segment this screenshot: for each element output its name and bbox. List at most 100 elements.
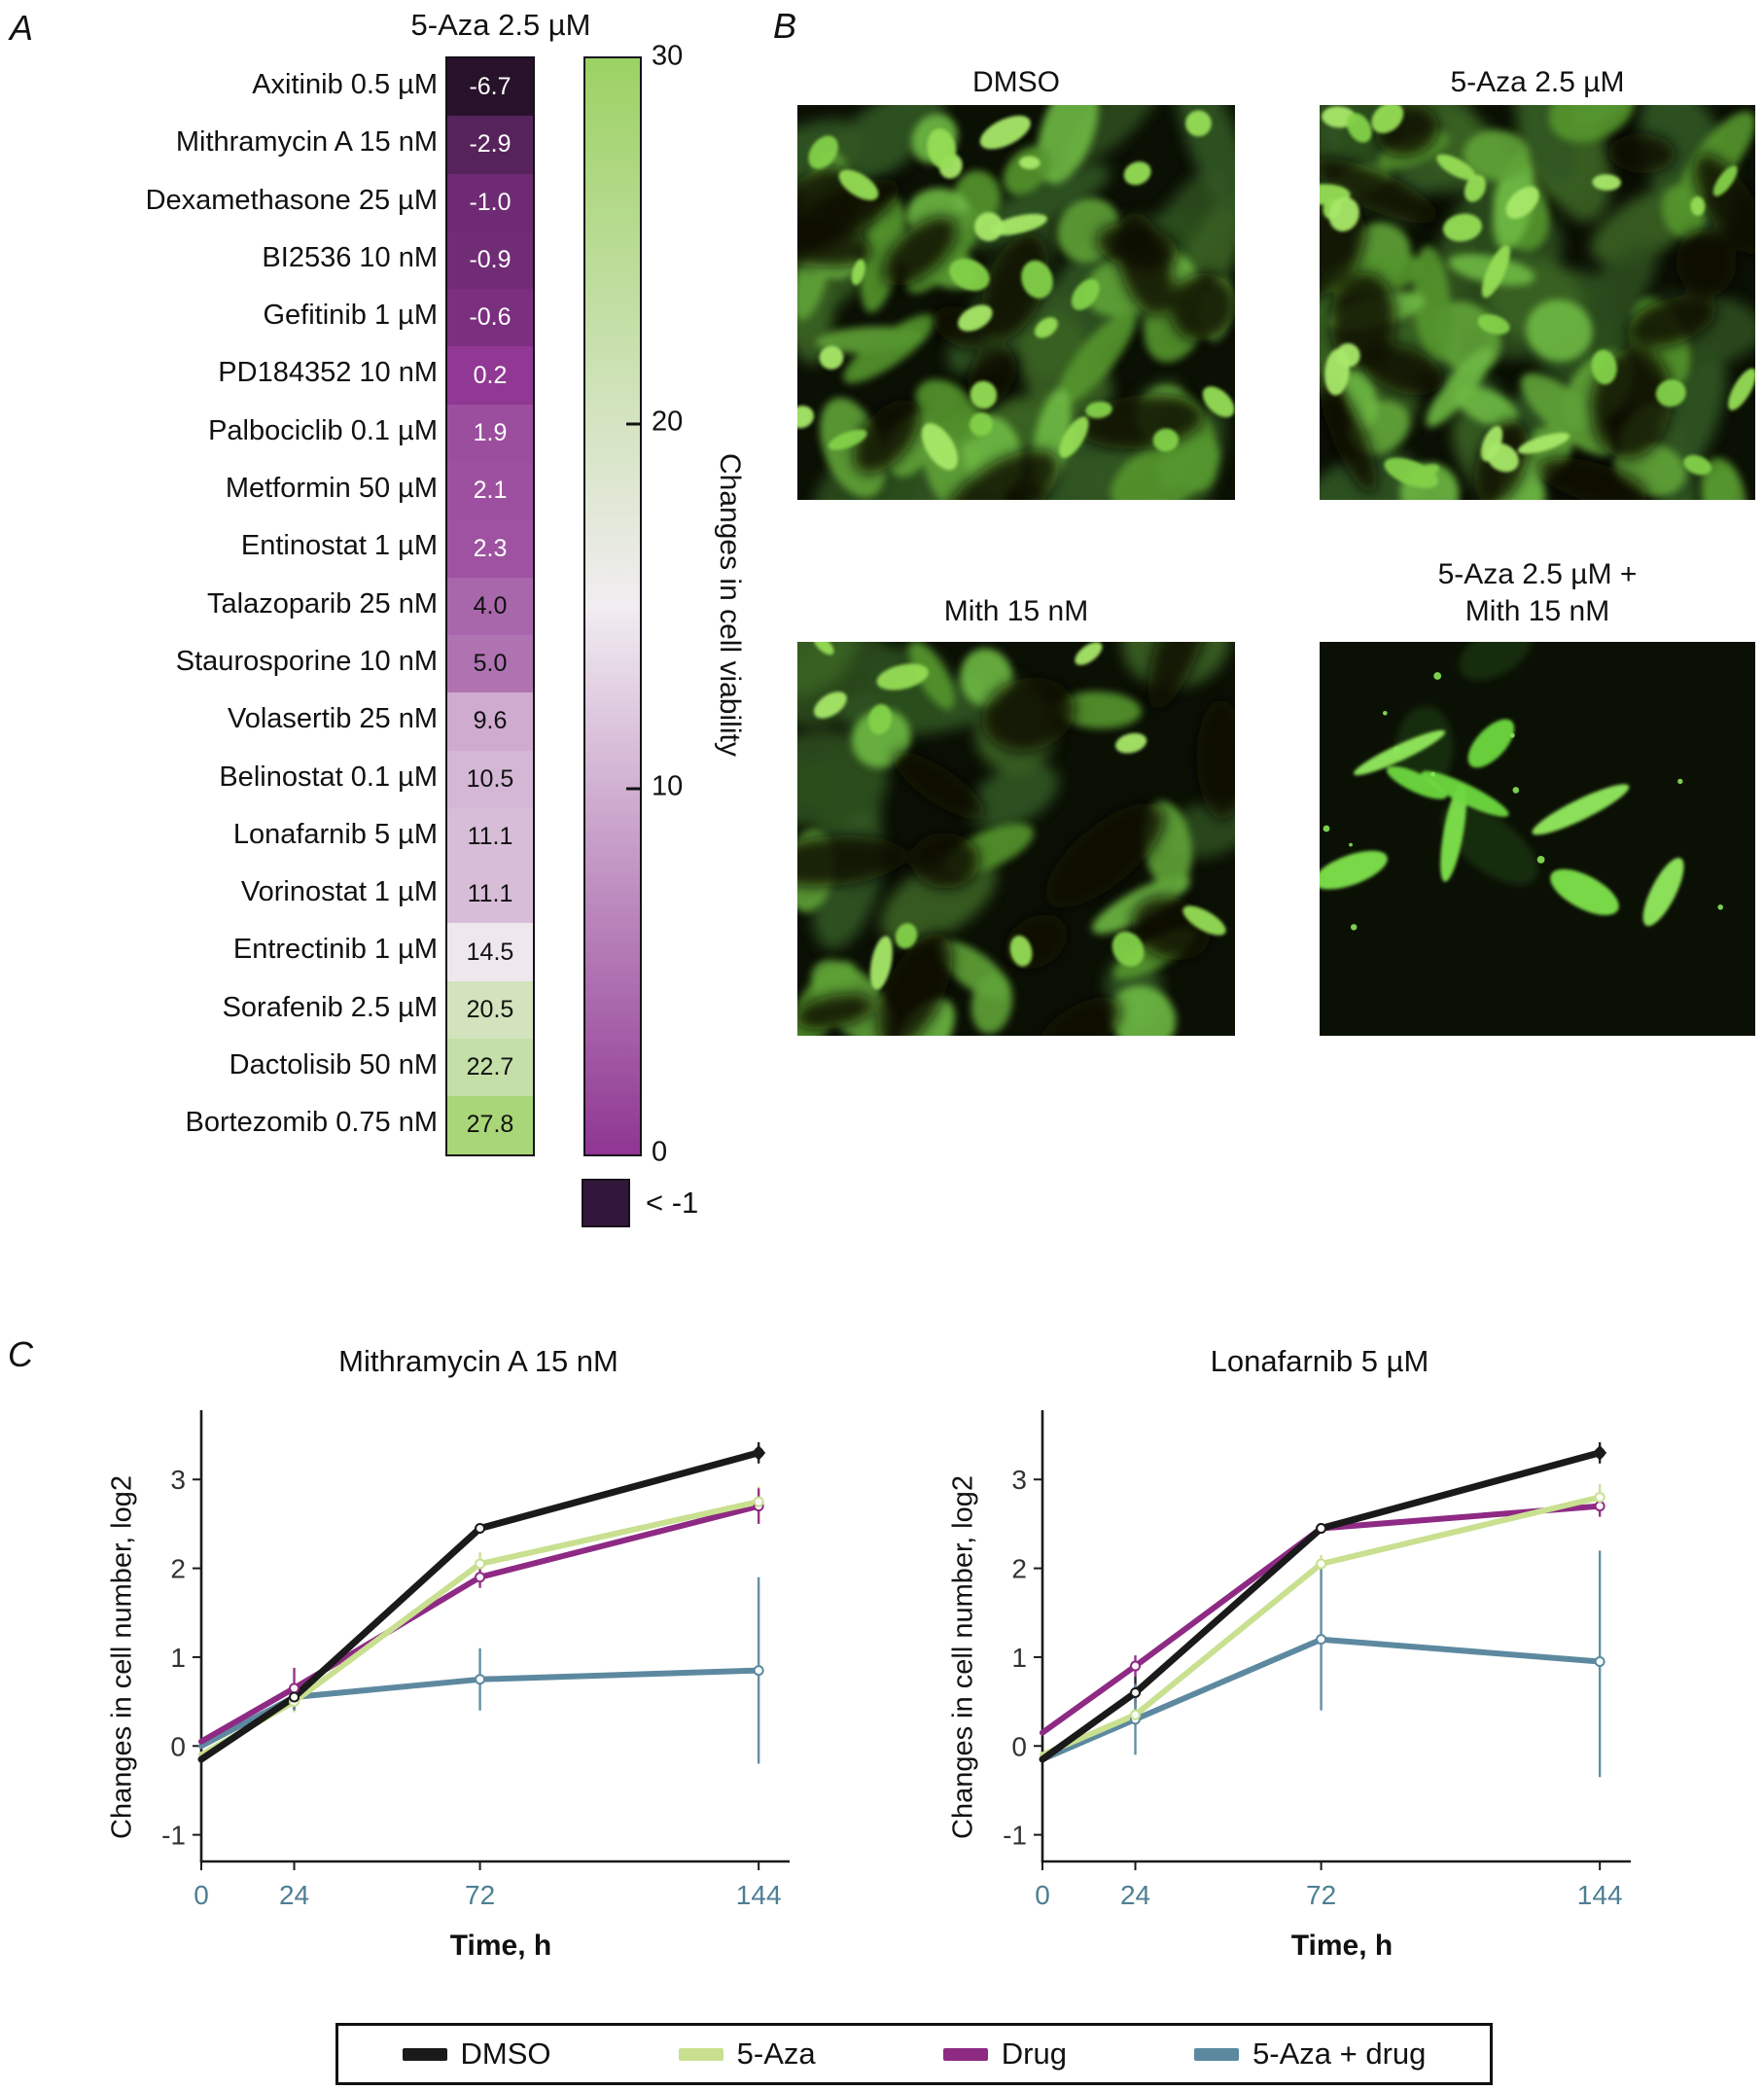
microscopy-image <box>1320 642 1755 1036</box>
data-point <box>289 1683 300 1694</box>
panel-b-label: B <box>773 6 797 46</box>
panel-a-label: A <box>10 8 34 48</box>
heatmap-cell: 0.2 <box>447 346 533 405</box>
heatmap-row-label: Entinostat 1 µM <box>240 530 438 562</box>
microscopy-title-dmso: DMSO <box>972 66 1060 98</box>
y-tick-label: 1 <box>1011 1643 1027 1673</box>
heatmap-cell: 22.7 <box>447 1039 533 1097</box>
dmso-end-marker <box>752 1444 766 1461</box>
heatmap-row-label: Belinostat 0.1 µM <box>219 761 438 793</box>
legend-item: DMSO <box>402 2037 551 2072</box>
heatmap-row-label: Vorinostat 1 µM <box>240 876 438 908</box>
heatmap-title: 5-Aza 2.5 µM <box>410 8 591 42</box>
legend-label: 5-Aza <box>736 2037 816 2071</box>
colorbar-tick-label: 10 <box>652 770 684 802</box>
line-chart-svg: 0 24 72 144 -1 0 1 2 3 <box>1003 1410 1631 1910</box>
series-line <box>197 1449 762 1763</box>
heatmap-row-label: Lonafarnib 5 µM <box>232 818 438 850</box>
figure-legend: DMSO 5-Aza Drug 5-Aza + drug <box>335 2023 1493 2085</box>
series-line <box>1040 1503 1604 1736</box>
data-point <box>753 1496 764 1507</box>
microscopy-image <box>797 105 1235 500</box>
data-point <box>289 1691 300 1703</box>
y-tick-label: -1 <box>161 1821 186 1851</box>
heatmap-row-label: Entrectinib 1 µM <box>232 934 438 966</box>
data-point <box>1130 1709 1142 1720</box>
legend-swatch <box>942 2047 988 2061</box>
viability-colorbar <box>583 56 642 1156</box>
heatmap-cell: 10.5 <box>447 750 533 808</box>
heatmap-cell: 1.9 <box>447 404 533 463</box>
series-line <box>1040 1636 1604 1762</box>
colorbar-label: Changes in cell viability <box>714 452 746 757</box>
x-tick-label: 72 <box>465 1880 495 1910</box>
heatmap-cell: 2.1 <box>447 462 533 520</box>
series-line <box>198 1499 762 1758</box>
line-chart-svg: 0 24 72 144 -1 0 1 2 3 <box>161 1410 790 1910</box>
legend-label: Drug <box>1001 2037 1067 2071</box>
data-point <box>1594 1492 1605 1504</box>
heatmap-row-label: Dexamethasone 25 µM <box>145 184 438 216</box>
heatmap-cell: 9.6 <box>447 692 533 751</box>
heatmap-row-label: Sorafenib 2.5 µM <box>222 991 438 1023</box>
heatmap-row-label: Dactolisib 50 nM <box>229 1049 438 1081</box>
chart-block-lonafarnib: Changes in cell number, log2 Lonafarnib … <box>938 1344 1650 1963</box>
legend-swatch <box>402 2047 447 2061</box>
colorbar-tick-mark <box>626 787 640 791</box>
series-line <box>198 1667 762 1750</box>
microscopy-title-combo-line2: Mith 15 nM <box>1464 595 1610 627</box>
data-point <box>1316 1522 1327 1534</box>
data-point <box>475 1572 486 1583</box>
y-axis-label: Changes in cell number, log2 <box>947 1475 979 1840</box>
heatmap-cell: 11.1 <box>447 807 533 867</box>
panel-c-label: C <box>8 1334 33 1374</box>
y-tick-label: 1 <box>170 1643 186 1673</box>
heatmap-cell: 27.8 <box>447 1096 533 1154</box>
series-line <box>1040 1494 1604 1758</box>
heatmap-row-label: PD184352 10 nM <box>218 357 438 389</box>
data-point <box>1130 1660 1142 1672</box>
x-tick-label: 144 <box>736 1880 782 1910</box>
heatmap-row-label: Bortezomib 0.75 nM <box>185 1107 438 1139</box>
y-tick-label: 0 <box>1011 1731 1027 1761</box>
data-point <box>475 1674 486 1685</box>
heatmap-cell: -1.0 <box>447 173 533 231</box>
chart-title: Mithramycin A 15 nM <box>338 1344 618 1378</box>
heatmap-cell: -0.6 <box>447 289 533 347</box>
data-point <box>1594 1501 1605 1512</box>
legend-swatch <box>1194 2047 1240 2061</box>
heatmap-cell: 20.5 <box>447 980 533 1040</box>
heatmap-cells: -6.7 -2.9 -1.0 -0.9 -0.6 0.2 1.9 2.1 2.3 4.0 5.0 9.… <box>445 56 535 1156</box>
x-axis-label: Time, h <box>1290 1930 1394 1962</box>
data-point <box>1316 1558 1327 1570</box>
heatmap-cell: 11.1 <box>447 866 533 924</box>
microscopy-image <box>797 642 1235 1036</box>
chart-block-mithramycin: Changes in cell number, log2 Mithramycin… <box>97 1344 809 1963</box>
heatmap-row-label: Mithramycin A 15 nM <box>175 126 438 159</box>
y-tick-label: 2 <box>1011 1554 1027 1584</box>
heatmap-cell: 14.5 <box>447 923 533 981</box>
y-tick-label: -1 <box>1003 1821 1027 1851</box>
colorbar-tick-labels: 30 20 10 0 <box>652 41 739 1168</box>
x-axis-label: Time, h <box>449 1930 552 1962</box>
data-point <box>475 1558 486 1570</box>
series-line <box>1039 1449 1604 1763</box>
chart-title: Lonafarnib 5 µM <box>1210 1344 1429 1378</box>
x-tick-label: 24 <box>1120 1880 1150 1910</box>
colorbar-tick-label: 20 <box>652 406 684 438</box>
microscopy-title-combo-line1: 5-Aza 2.5 µM + <box>1437 558 1638 590</box>
data-point <box>1594 1655 1605 1667</box>
microscopy-title-mith: Mith 15 nM <box>943 595 1089 627</box>
heatmap-row-label: Volasertib 25 nM <box>227 703 438 735</box>
below-range-legend: < -1 <box>582 1179 698 1227</box>
heatmap-row-label: Axitinib 0.5 µM <box>252 69 438 100</box>
data-point <box>753 1665 764 1677</box>
heatmap-row-label: Gefitinib 1 µM <box>263 300 439 332</box>
heatmap-row-label: Palbociclib 0.1 µM <box>208 414 438 446</box>
microscopy-title-combo: 5-Aza 2.5 µM + Mith 15 nM <box>1320 556 1755 630</box>
colorbar-tick-label: 30 <box>652 40 684 72</box>
heatmap-row-label: Metformin 50 µM <box>225 473 438 505</box>
heatmap-cell: -2.9 <box>447 116 533 174</box>
y-tick-label: 3 <box>1011 1465 1027 1495</box>
heatmap-row-label: Staurosporine 10 nM <box>175 645 438 677</box>
